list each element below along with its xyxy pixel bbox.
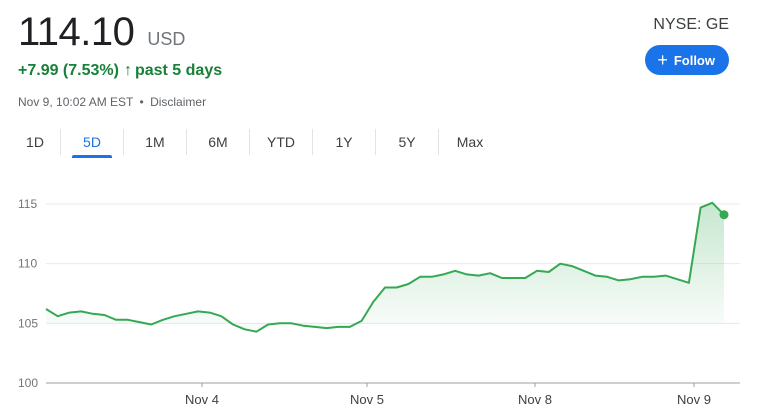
tab-1m[interactable]: 1M <box>145 134 165 150</box>
time-range-tabs: 1D 5D 1M 6M YTD 1Y 5Y Max <box>10 128 501 158</box>
follow-label: Follow <box>673 52 715 68</box>
disclaimer-link[interactable]: Disclaimer <box>150 95 207 109</box>
arrow-up-icon: ↑ <box>123 62 132 79</box>
tab-1y[interactable]: 1Y <box>335 134 353 150</box>
tab-divider <box>249 129 250 155</box>
plus-icon: + <box>657 50 668 70</box>
series-line <box>45 201 725 333</box>
x-tick-label: Nov 9 <box>677 392 711 407</box>
tab-divider <box>186 129 187 155</box>
tab-1d[interactable]: 1D <box>26 134 44 150</box>
tab-max[interactable]: Max <box>456 134 484 150</box>
x-tick-label: Nov 5 <box>350 392 384 407</box>
price-change: +7.99 (7.53%) ↑ past 5 days <box>18 62 222 80</box>
tab-ytd[interactable]: YTD <box>267 134 295 150</box>
price-chart[interactable]: 115 110 105 100 Nov 4 Nov 5 Nov 8 Nov 9 <box>0 180 757 419</box>
tab-divider <box>438 129 439 155</box>
ticker-symbol: NYSE: GE <box>653 16 729 33</box>
price-header: 114.10 USD <box>18 10 185 54</box>
tab-divider <box>123 129 124 155</box>
tab-5y[interactable]: 5Y <box>398 134 416 150</box>
tab-divider <box>312 129 313 155</box>
tab-5d[interactable]: 5D <box>72 128 112 158</box>
current-point-marker <box>719 210 729 220</box>
change-value: +7.99 (7.53%) <box>18 62 119 79</box>
currency-label: USD <box>147 29 186 49</box>
tab-divider <box>60 129 61 155</box>
change-period: past 5 days <box>134 62 223 79</box>
x-tick-label: Nov 8 <box>518 392 552 407</box>
y-tick-label: 105 <box>18 316 38 330</box>
meta-separator: • <box>139 95 144 109</box>
quote-timestamp: Nov 9, 10:02 AM EST <box>18 95 134 109</box>
y-tick-label: 115 <box>18 197 37 211</box>
tab-6m[interactable]: 6M <box>208 134 228 150</box>
y-tick-label: 110 <box>18 257 37 271</box>
follow-button[interactable]: + Follow <box>645 45 729 75</box>
series-area <box>46 202 724 332</box>
x-tick-label: Nov 4 <box>185 392 219 407</box>
y-tick-label: 100 <box>18 376 38 390</box>
current-price: 114.10 <box>18 10 135 54</box>
quote-meta: Nov 9, 10:02 AM EST • Disclaimer <box>18 95 206 109</box>
tab-divider <box>375 129 376 155</box>
